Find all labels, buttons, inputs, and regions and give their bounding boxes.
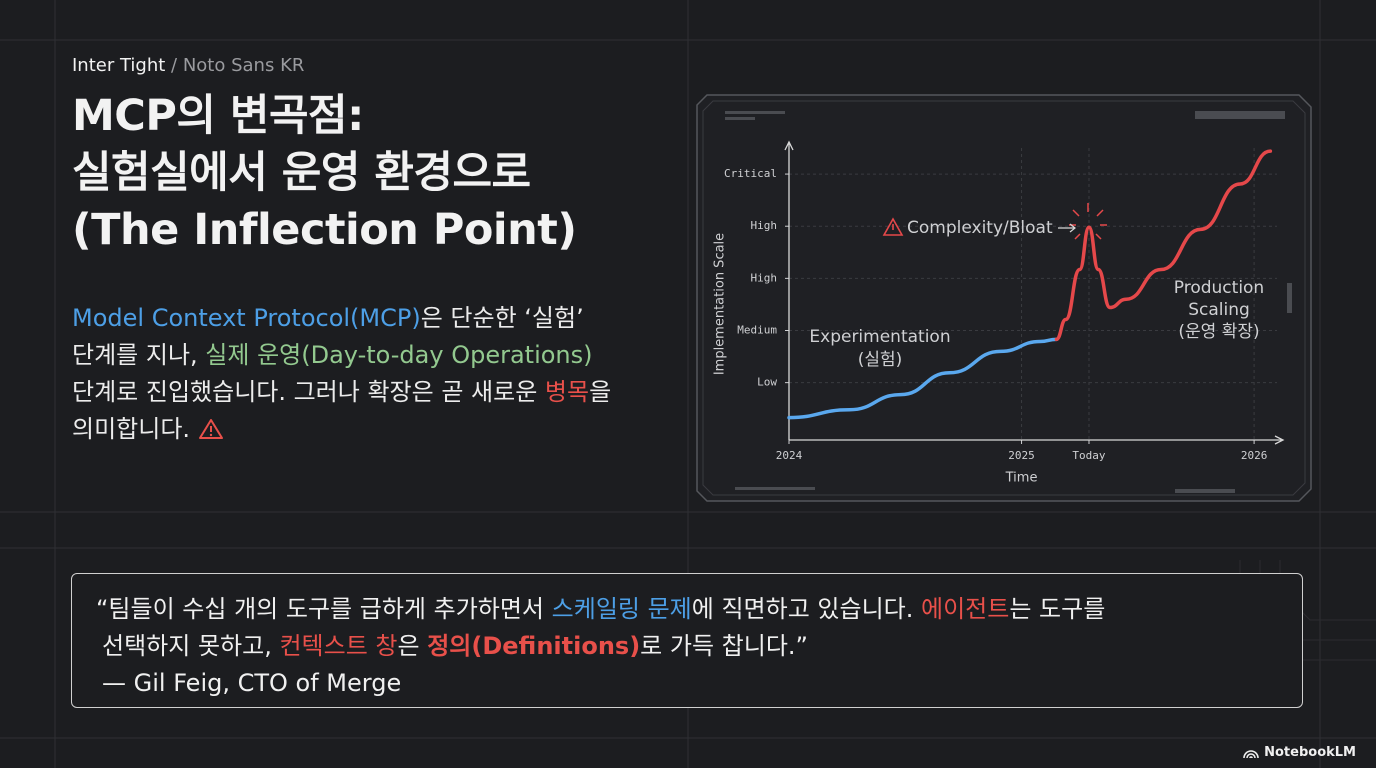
annotation: (실험): [858, 350, 903, 370]
body-line: Model Context Protocol(MCP)은 단순한 ‘실험’: [72, 300, 611, 337]
body-segment: 을: [589, 378, 612, 406]
plot: Low Medium High High Critical 2024 2025 Today 20…: [713, 140, 1285, 486]
chart-frame-inner: [702, 100, 1306, 496]
y-tick-label: Critical: [724, 167, 777, 180]
body-text: Model Context Protocol(MCP)은 단순한 ‘실험’ 단계를…: [72, 300, 611, 448]
title-line: MCP의 변곡점:: [72, 91, 364, 141]
quote-lines: “팀들이 수십 개의 도구를 급하게 추가하면서 스케일링 문제에 직면하고 있…: [96, 591, 1302, 665]
font-label: Inter Tight / Noto Sans KR: [72, 55, 304, 76]
x-tick-label: 2025: [1008, 449, 1034, 462]
body-segment: 병목: [544, 378, 590, 406]
quote-line: 선택하지 못하고, 컨텍스트 창은 정의(Definitions)로 가득 찹니…: [96, 628, 1302, 665]
annotation: Scaling: [1188, 300, 1250, 320]
callout-arrow: [1058, 223, 1076, 233]
title-line: (The Inflection Point): [72, 205, 577, 255]
body-segment: Model Context Protocol(MCP): [72, 304, 421, 332]
warning-icon: [882, 217, 904, 236]
footer: NotebookLM: [1243, 745, 1356, 760]
quote-segment: 에 직면하고 있습니다.: [691, 595, 922, 623]
quote-attribution: — Gil Feig, CTO of Merge: [102, 669, 402, 697]
y-axis-label: Implementation Scale: [713, 233, 728, 375]
x-tick-label: Today: [1072, 449, 1105, 462]
quote-segment: 로 가득 찹니다.”: [640, 632, 808, 660]
quote-segment: 컨텍스트 창: [279, 632, 398, 660]
quote-segment: 은: [397, 632, 428, 660]
annotation: Experimentation: [809, 327, 950, 347]
series-line: [1054, 149, 1273, 342]
y-tick-label: Low: [757, 376, 777, 389]
body-line: 단계를 지나, 실제 운영(Day-to-day Operations): [72, 337, 611, 374]
chart: Low Medium High High Critical 2024 2025 Today 20…: [696, 94, 1312, 502]
warning-icon: [199, 419, 224, 439]
body-segment: 실제 운영(Day-to-day Operations): [205, 341, 593, 369]
body-segment: 은 단순한 ‘실험’: [420, 304, 584, 332]
body-line: 의미합니다.: [72, 411, 611, 448]
x-axis-label: Time: [1005, 471, 1038, 486]
body-segment: 단계를 지나,: [72, 341, 206, 369]
title: MCP의 변곡점: 실험실에서 운영 환경으로 (The Inflection Po…: [72, 88, 577, 259]
quote-segment: 스케일링 문제: [551, 595, 692, 623]
y-tick-label: High: [751, 219, 778, 232]
x-axis-arrow: [1274, 435, 1285, 445]
quote-segment: 선택하지 못하고,: [102, 632, 280, 660]
footer-text: NotebookLM: [1264, 745, 1356, 760]
x-tick-label: 2024: [776, 449, 803, 462]
chart-frame: [696, 94, 1312, 502]
body-segment: 단계로 진입했습니다. 그러나 확장은 곧 새로운: [72, 378, 545, 406]
quote-box: “팀들이 수십 개의 도구를 급하게 추가하면서 스케일링 문제에 직면하고 있…: [71, 573, 1303, 708]
quote-segment: 정의(Definitions): [427, 632, 641, 660]
quote-line: “팀들이 수십 개의 도구를 급하게 추가하면서 스케일링 문제에 직면하고 있…: [96, 591, 1302, 628]
body-line: 단계로 진입했습니다. 그러나 확장은 곧 새로운 병목을: [72, 374, 611, 411]
font-sub: / Noto Sans KR: [171, 55, 305, 76]
title-line: 실험실에서 운영 환경으로: [72, 148, 531, 198]
peak-burst: [1069, 203, 1107, 240]
quote-segment: 는 도구를: [1009, 595, 1106, 623]
footer-logo: [1243, 749, 1259, 758]
y-axis-arrow: [784, 140, 794, 151]
y-tick-label: Medium: [737, 324, 777, 337]
annotation: Production: [1174, 278, 1264, 298]
annotation: (운영 확장): [1178, 322, 1259, 342]
series-line: [787, 337, 1059, 420]
y-tick-label: High: [751, 271, 778, 284]
body-segment: 의미합니다.: [72, 415, 191, 443]
quote-segment: “팀들이 수십 개의 도구를 급하게 추가하면서: [96, 595, 552, 623]
annotation: Complexity/Bloat: [907, 218, 1053, 238]
quote-segment: 에이전트: [921, 595, 1010, 623]
font-main: Inter Tight: [72, 55, 166, 76]
decor: [725, 111, 1292, 493]
x-tick-label: 2026: [1241, 449, 1268, 462]
